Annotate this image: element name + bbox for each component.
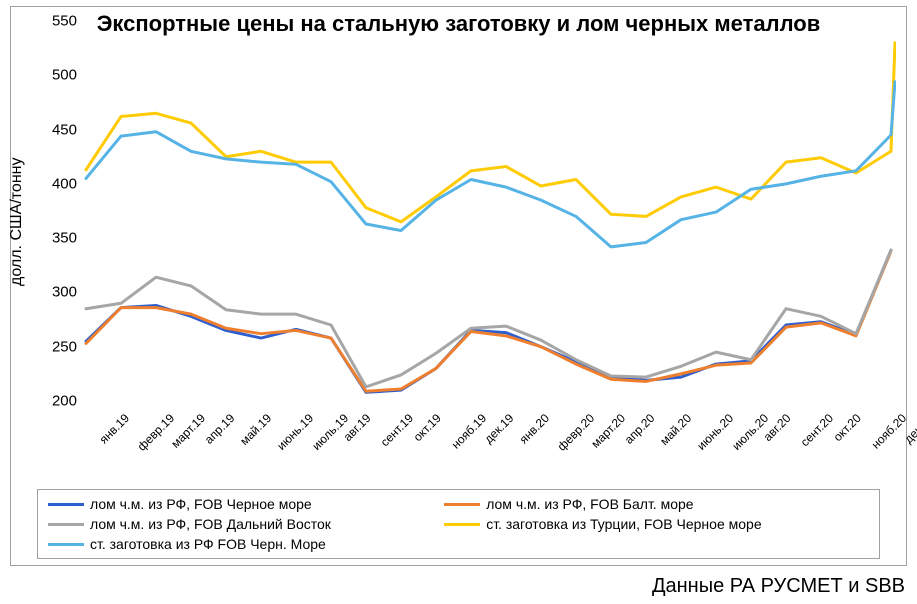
series-line <box>86 132 891 247</box>
legend-item: ст. заготовка из РФ FOB Черн. Море <box>48 536 434 552</box>
x-tick-label: нояб.20 <box>869 411 910 452</box>
legend-swatch <box>48 543 84 546</box>
line-chart-svg <box>81 21 896 401</box>
chart-frame: Экспортные цены на стальную заготовку и … <box>10 6 907 566</box>
x-tick-label: июнь.20 <box>694 411 736 453</box>
y-tick-label: 550 <box>52 13 77 30</box>
y-tick-label: 350 <box>52 230 77 247</box>
x-tick-label: февр.19 <box>135 411 178 454</box>
legend-swatch <box>444 503 480 506</box>
x-tick-label: сент.20 <box>798 411 836 449</box>
x-tick-label: сент.19 <box>378 411 416 449</box>
legend-item: лом ч.м. из РФ, FOB Черное море <box>48 496 434 512</box>
x-tick-label: май.20 <box>657 411 694 448</box>
x-tick-label: апр.19 <box>202 411 238 447</box>
source-note: Данные РА РУСМЕТ и SBB <box>652 575 905 598</box>
x-tick-label: апр.20 <box>622 411 658 447</box>
y-tick-label: 250 <box>52 338 77 355</box>
x-tick-label: февр.20 <box>555 411 598 454</box>
x-tick-label: окт.20 <box>831 411 864 444</box>
x-tick-label: дек.19 <box>481 411 516 446</box>
x-tick-label: март.19 <box>168 411 208 451</box>
y-tick-label: 300 <box>52 284 77 301</box>
y-tick-labels: 200250300350400450500550 <box>41 21 77 401</box>
page-root: Экспортные цены на стальную заготовку и … <box>0 0 917 604</box>
x-tick-label: янв.20 <box>517 411 552 446</box>
y-tick-label: 400 <box>52 175 77 192</box>
legend-item: лом ч.м. из РФ, FOB Дальний Восток <box>48 516 434 532</box>
legend-label: лом ч.м. из РФ, FOB Дальний Восток <box>90 516 331 532</box>
plot-area <box>81 21 896 401</box>
series-line <box>86 250 891 387</box>
x-tick-label: июнь.19 <box>274 411 316 453</box>
legend-item: лом ч.м. из РФ, FOB Балт. море <box>444 496 869 512</box>
y-tick-label: 500 <box>52 67 77 84</box>
legend-swatch <box>48 503 84 506</box>
x-tick-label: янв.19 <box>97 411 132 446</box>
legend-item: ст. заготовка из Турции, FOB Черное море <box>444 516 869 532</box>
y-axis-label: долл. США/тонну <box>8 158 26 287</box>
series-line <box>86 113 891 222</box>
x-tick-label: окт.19 <box>411 411 444 444</box>
legend-label: ст. заготовка из РФ FOB Черн. Море <box>90 536 326 552</box>
y-tick-label: 200 <box>52 393 77 410</box>
x-tick-labels: янв.19февр.19март.19апр.19май.19июнь.19 и… <box>81 405 896 465</box>
legend-label: ст. заготовка из Турции, FOB Черное море <box>486 516 761 532</box>
legend-swatch <box>48 523 84 526</box>
y-tick-label: 450 <box>52 121 77 138</box>
legend-swatch <box>444 523 480 526</box>
series-line-extra <box>891 82 895 135</box>
legend-label: лом ч.м. из РФ, FOB Балт. море <box>486 496 693 512</box>
x-tick-label: март.20 <box>588 411 628 451</box>
legend: лом ч.м. из РФ, FOB Черное море лом ч.м. … <box>37 489 880 559</box>
series-line <box>86 251 891 391</box>
x-tick-label: нояб.19 <box>449 411 490 452</box>
x-tick-label: май.19 <box>237 411 274 448</box>
legend-label: лом ч.м. из РФ, FOB Черное море <box>90 496 312 512</box>
